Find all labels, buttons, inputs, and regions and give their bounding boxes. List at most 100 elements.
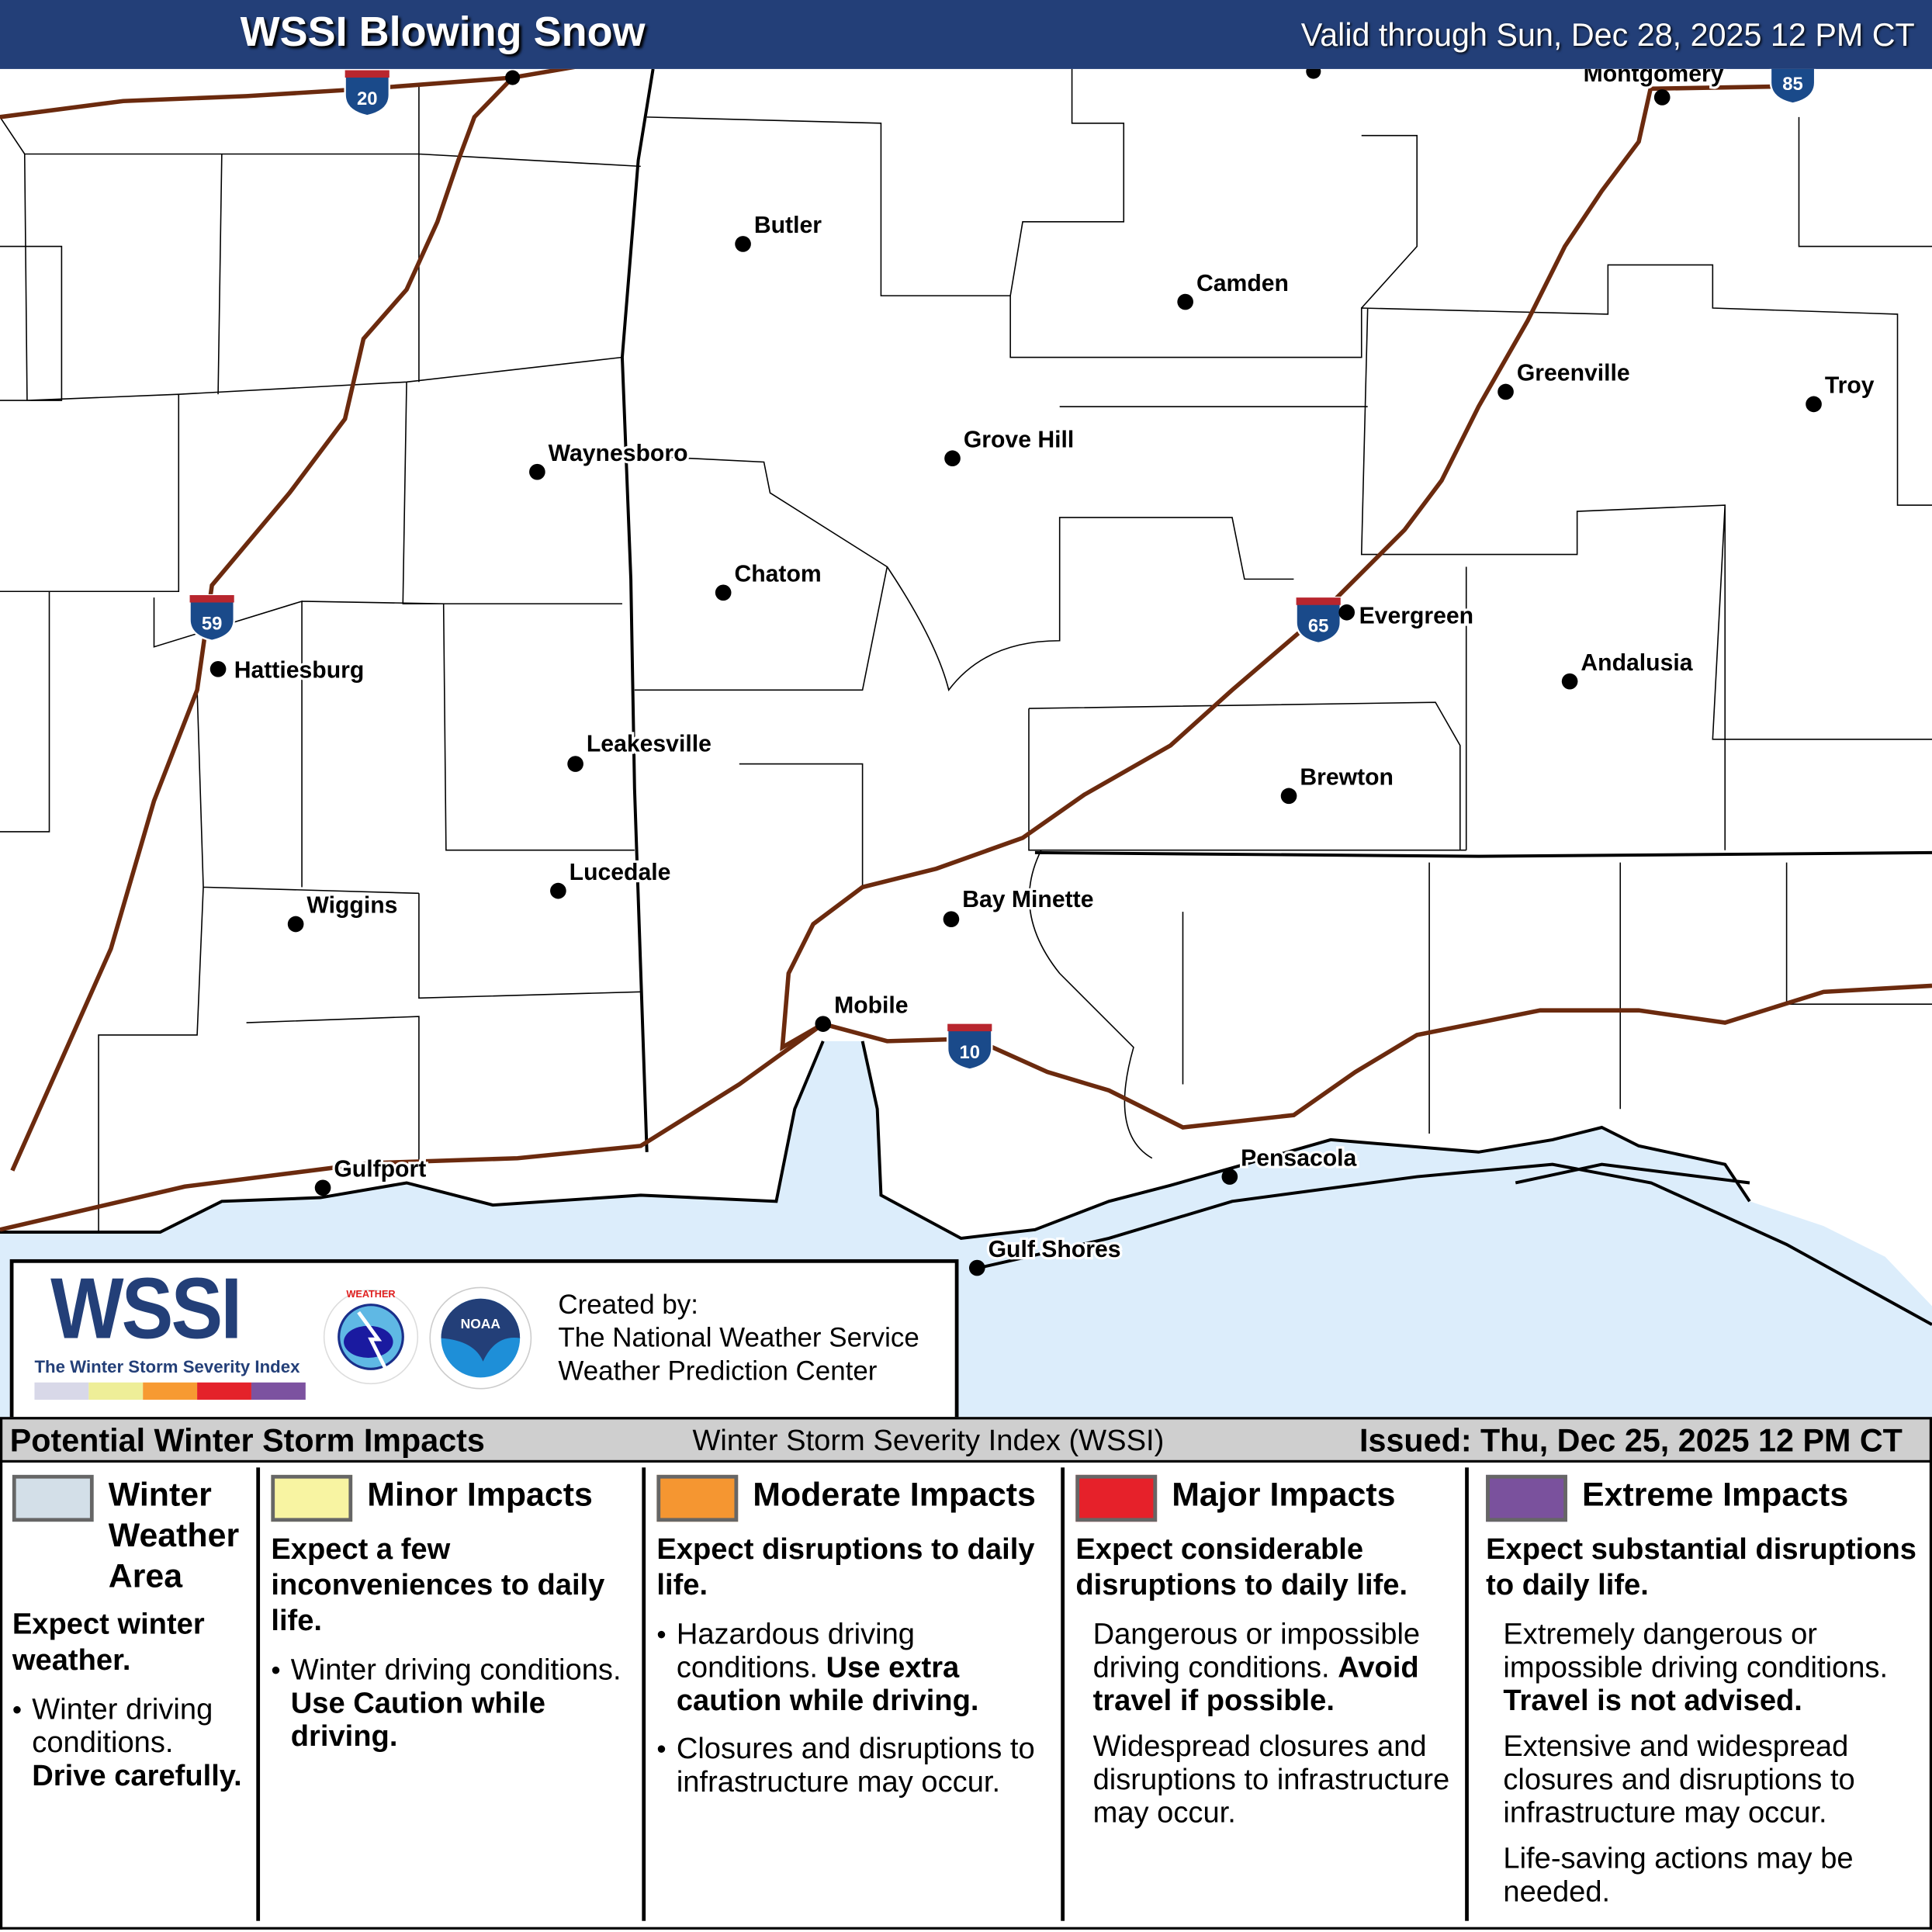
svg-text:Evergreen: Evergreen bbox=[1359, 604, 1474, 629]
map: 20 59 65 10 85 Montgomery Butler Camden … bbox=[0, 68, 1932, 1418]
svg-text:Gulf Shores: Gulf Shores bbox=[989, 1237, 1121, 1262]
column-title: Extreme Impacts bbox=[1582, 1476, 1849, 1514]
shield-i85: 85 bbox=[1769, 68, 1816, 105]
i10-route bbox=[0, 983, 1932, 1232]
column-summary: Expect winter weather. bbox=[12, 1608, 205, 1678]
column-title: Minor Impacts bbox=[367, 1476, 593, 1514]
city-lucedale: Lucedale bbox=[550, 857, 673, 899]
legend-title: Potential Winter Storm Impacts bbox=[9, 1421, 485, 1459]
logo-credits-box: WSSI The Winter Storm Severity Index WEA… bbox=[9, 1259, 959, 1421]
interstate-shields: 20 59 65 10 85 bbox=[189, 68, 1816, 1071]
legend-col-moderate: Moderate Impacts Expect disruptions to d… bbox=[647, 1460, 1061, 1923]
bar-segment bbox=[197, 1382, 251, 1400]
state-lines bbox=[620, 68, 1932, 1152]
svg-text:Bay Minette: Bay Minette bbox=[962, 887, 1093, 912]
city-dot bbox=[505, 70, 521, 85]
city-wiggins: Wiggins bbox=[287, 891, 400, 933]
interstate-routes bbox=[0, 68, 1932, 1232]
bullet-text: Winter driving conditions. bbox=[32, 1692, 213, 1760]
bullet-text: Winter driving conditions. bbox=[290, 1653, 621, 1687]
column-title: Winter Weather Area bbox=[108, 1476, 240, 1594]
valid-through: Valid through Sun, Dec 28, 2025 12 PM CT bbox=[1300, 16, 1915, 54]
city-evergreen: Evergreen bbox=[1338, 601, 1476, 632]
bullet: • bbox=[656, 1619, 667, 1650]
svg-text:Mobile: Mobile bbox=[834, 992, 909, 1018]
bullet-bold-text: Drive carefully. bbox=[32, 1759, 242, 1793]
body-text: Extremely dangerous or impossible drivin… bbox=[1503, 1618, 1889, 1684]
svg-text:Leakesville: Leakesville bbox=[587, 732, 712, 757]
svg-text:Chatom: Chatom bbox=[734, 562, 821, 587]
bar-segment bbox=[88, 1382, 144, 1400]
wssi-logo-text: WSSI bbox=[50, 1260, 242, 1357]
column-divider bbox=[1465, 1467, 1469, 1921]
city-greenville: Greenville bbox=[1497, 358, 1633, 400]
coastline bbox=[0, 1040, 1932, 1326]
nws-logo-icon: WEATHER bbox=[323, 1289, 419, 1385]
bullet: • bbox=[656, 1733, 667, 1765]
column-title: Major Impacts bbox=[1172, 1476, 1396, 1514]
shield-i10: 10 bbox=[946, 1023, 993, 1071]
svg-text:Camden: Camden bbox=[1196, 271, 1289, 296]
column-divider bbox=[256, 1467, 261, 1921]
city-hattiesburg: Hattiesburg bbox=[209, 655, 366, 686]
body-text: Widespread closures and disruptions to i… bbox=[1092, 1729, 1450, 1830]
legend-col-extreme: Extreme Impacts Expect substantial disru… bbox=[1470, 1460, 1929, 1923]
svg-text:Montgomery: Montgomery bbox=[1584, 69, 1724, 87]
svg-text:Brewton: Brewton bbox=[1300, 765, 1394, 791]
impact-legend: Winter Weather Area Expect winter weathe… bbox=[0, 1459, 1932, 1930]
wssi-color-bar bbox=[34, 1382, 306, 1400]
city-gulfport: Gulfport bbox=[314, 1154, 428, 1196]
city-troy: Troy bbox=[1806, 370, 1877, 413]
body-text: Life-saving actions may be needed. bbox=[1503, 1842, 1854, 1909]
city-chatom: Chatom bbox=[715, 559, 824, 601]
title-bar: WSSI Blowing Snow Valid through Sun, Dec… bbox=[0, 0, 1932, 69]
city-gulf-shores: Gulf Shores bbox=[968, 1234, 1124, 1276]
city-brewton: Brewton bbox=[1280, 762, 1396, 805]
shield-i59: 59 bbox=[189, 594, 235, 642]
column-summary: Expect considerable disruptions to daily… bbox=[1075, 1532, 1408, 1602]
svg-text:Greenville: Greenville bbox=[1517, 361, 1630, 386]
i59-route bbox=[10, 76, 514, 1172]
svg-text:20: 20 bbox=[357, 88, 378, 109]
color-swatch bbox=[271, 1474, 353, 1522]
color-swatch bbox=[12, 1474, 94, 1522]
cities: Montgomery Butler Camden Greenville Troy… bbox=[209, 68, 1877, 1276]
svg-text:Waynesboro: Waynesboro bbox=[549, 441, 688, 466]
map-title: WSSI Blowing Snow bbox=[240, 9, 646, 56]
bullet-text: Hazardous driving conditions. bbox=[676, 1618, 915, 1684]
column-divider bbox=[642, 1467, 646, 1921]
svg-text:Butler: Butler bbox=[754, 213, 822, 238]
body-bold-text: Avoid travel if possible. bbox=[1092, 1650, 1419, 1718]
body-bold-text: Travel is not advised. bbox=[1503, 1684, 1802, 1718]
city-grove-hill: Grove Hill bbox=[944, 424, 1076, 467]
city-montgomery: Montgomery bbox=[1581, 69, 1726, 106]
shield-i20: 20 bbox=[344, 69, 391, 117]
svg-text:Pensacola: Pensacola bbox=[1241, 1145, 1356, 1171]
svg-text:59: 59 bbox=[202, 613, 223, 634]
legend-header: Potential Winter Storm Impacts Winter St… bbox=[0, 1417, 1932, 1463]
credits: Created by: The National Weather Service… bbox=[558, 1287, 919, 1387]
svg-text:Andalusia: Andalusia bbox=[1581, 650, 1692, 676]
svg-text:Lucedale: Lucedale bbox=[570, 860, 671, 885]
city-waynesboro: Waynesboro bbox=[529, 438, 691, 480]
shield-i65: 65 bbox=[1295, 596, 1342, 645]
column-summary: Expect disruptions to daily life. bbox=[656, 1532, 1035, 1602]
svg-text:65: 65 bbox=[1308, 616, 1329, 637]
bar-segment bbox=[34, 1382, 89, 1400]
city-butler: Butler bbox=[735, 210, 824, 252]
county-lines bbox=[0, 68, 1932, 1233]
svg-text:NOAA: NOAA bbox=[461, 1316, 501, 1331]
column-summary: Expect a few inconveniences to daily lif… bbox=[271, 1532, 605, 1638]
credits-line: Weather Prediction Center bbox=[558, 1355, 878, 1387]
column-title: Moderate Impacts bbox=[753, 1476, 1036, 1514]
bullet: • bbox=[12, 1694, 23, 1726]
bullet-bold-text: Use extra caution while driving. bbox=[676, 1650, 979, 1718]
bar-segment bbox=[251, 1382, 306, 1400]
bullet-text: Closures and disruptions to infrastructu… bbox=[676, 1732, 1035, 1799]
color-swatch bbox=[1486, 1474, 1567, 1522]
legend-col-major: Major Impacts Expect considerable disrup… bbox=[1066, 1460, 1466, 1923]
bar-segment bbox=[143, 1382, 198, 1400]
svg-text:WEATHER: WEATHER bbox=[346, 1289, 395, 1300]
city-dot bbox=[1306, 68, 1321, 79]
